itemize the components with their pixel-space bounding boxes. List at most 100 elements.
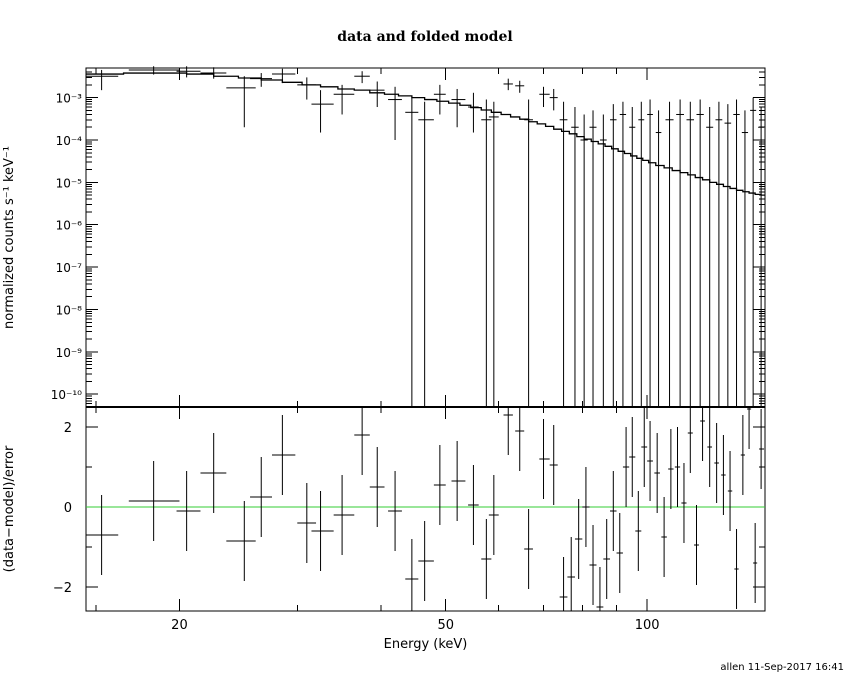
- residual-point: [668, 429, 674, 509]
- residual-point: [674, 427, 681, 507]
- residual-point: [451, 441, 466, 521]
- residual-point: [687, 407, 693, 473]
- data-point: [503, 78, 513, 91]
- data-point: [580, 114, 588, 407]
- residual-point: [354, 407, 370, 475]
- y-tick-label: 10⁻⁸: [56, 303, 83, 317]
- data-point: [333, 84, 355, 115]
- residual-point: [176, 471, 201, 551]
- residual-point: [753, 523, 758, 603]
- residual-point: [369, 447, 385, 527]
- footer-credit: allen 11-Sep-2017 16:41: [720, 662, 844, 673]
- residual-point: [405, 539, 419, 611]
- data-point: [676, 99, 684, 407]
- residual-point: [433, 445, 446, 525]
- residual-point: [297, 483, 317, 563]
- residual-point: [641, 407, 648, 487]
- data-point: [589, 110, 597, 407]
- residual-point: [86, 495, 119, 575]
- x-tick-label: 100: [635, 618, 660, 633]
- data-point: [686, 101, 695, 407]
- data-point: [571, 107, 579, 407]
- x-axis-label: Energy (keV): [384, 637, 468, 652]
- residual-point: [250, 457, 272, 537]
- residual-point: [647, 421, 653, 501]
- residual-point: [700, 407, 705, 461]
- data-point: [488, 101, 499, 407]
- data-point: [524, 99, 533, 407]
- residual-point: [333, 475, 355, 555]
- y-tick-label: 10⁻⁴: [56, 134, 83, 148]
- data-point: [176, 66, 201, 78]
- res-y-tick-label: 2: [64, 421, 72, 436]
- data-point: [451, 88, 466, 128]
- residual-point: [481, 519, 492, 599]
- residual-point: [740, 415, 745, 495]
- res-y-tick-label: 0: [64, 501, 72, 516]
- data-point: [200, 67, 227, 79]
- residual-point: [503, 407, 513, 455]
- y-axis-label: normalized counts s⁻¹ keV⁻¹: [2, 146, 17, 329]
- data-point: [354, 71, 370, 84]
- residual-point: [468, 465, 479, 545]
- residual-point: [271, 415, 296, 495]
- data-point: [638, 101, 645, 407]
- residual-point: [418, 521, 434, 601]
- residual-point: [661, 497, 667, 577]
- data-point: [226, 76, 256, 128]
- x-tick-label: 50: [437, 618, 454, 633]
- data-point: [539, 86, 550, 108]
- data-point: [733, 99, 740, 407]
- residual-point: [226, 501, 256, 581]
- data-point: [311, 90, 334, 133]
- residual-point: [549, 425, 558, 505]
- residual-panel-frame: [85, 406, 766, 612]
- residual-point: [622, 427, 630, 507]
- residual-point: [714, 423, 719, 503]
- data-point: [297, 77, 317, 100]
- data-point: [599, 114, 607, 407]
- residual-point: [681, 463, 687, 543]
- data-point: [128, 66, 180, 75]
- data-point: [696, 99, 704, 407]
- data-point: [655, 110, 662, 407]
- data-point: [741, 110, 749, 407]
- x-tick-label: 20: [171, 618, 188, 633]
- y-tick-label: 10⁻³: [56, 92, 83, 106]
- data-point: [629, 107, 636, 407]
- y-tick-label: 10⁻⁶: [56, 219, 83, 233]
- data-point: [515, 80, 525, 93]
- res-y-tick-label: −2: [53, 581, 72, 596]
- residual-point: [747, 407, 752, 449]
- residual-point: [759, 409, 765, 489]
- data-point: [610, 104, 617, 407]
- residual-point: [707, 407, 713, 487]
- residual-point: [603, 519, 611, 599]
- data-point: [388, 86, 402, 140]
- data-point: [405, 97, 419, 407]
- y-tick-label: 10⁻¹⁰: [51, 388, 82, 402]
- residual-point: [734, 529, 739, 609]
- residual-point: [589, 525, 597, 605]
- residual-point: [388, 471, 402, 551]
- data-point: [758, 107, 765, 407]
- residual-point: [311, 491, 334, 571]
- data-point: [647, 99, 653, 407]
- residual-point: [567, 537, 575, 611]
- residual-point: [616, 513, 623, 593]
- data-point: [665, 101, 674, 407]
- data-point: [715, 101, 723, 407]
- data-point: [468, 92, 479, 133]
- residual-point: [200, 433, 227, 513]
- residual-point: [629, 417, 636, 497]
- data-point: [271, 68, 296, 84]
- data-point: [86, 69, 119, 91]
- residual-point: [488, 475, 499, 555]
- data-point: [418, 101, 434, 407]
- model-step-line: [86, 72, 765, 196]
- data-point: [549, 88, 558, 111]
- residual-point: [727, 451, 733, 531]
- data-point: [619, 101, 627, 407]
- residual-point: [524, 509, 533, 589]
